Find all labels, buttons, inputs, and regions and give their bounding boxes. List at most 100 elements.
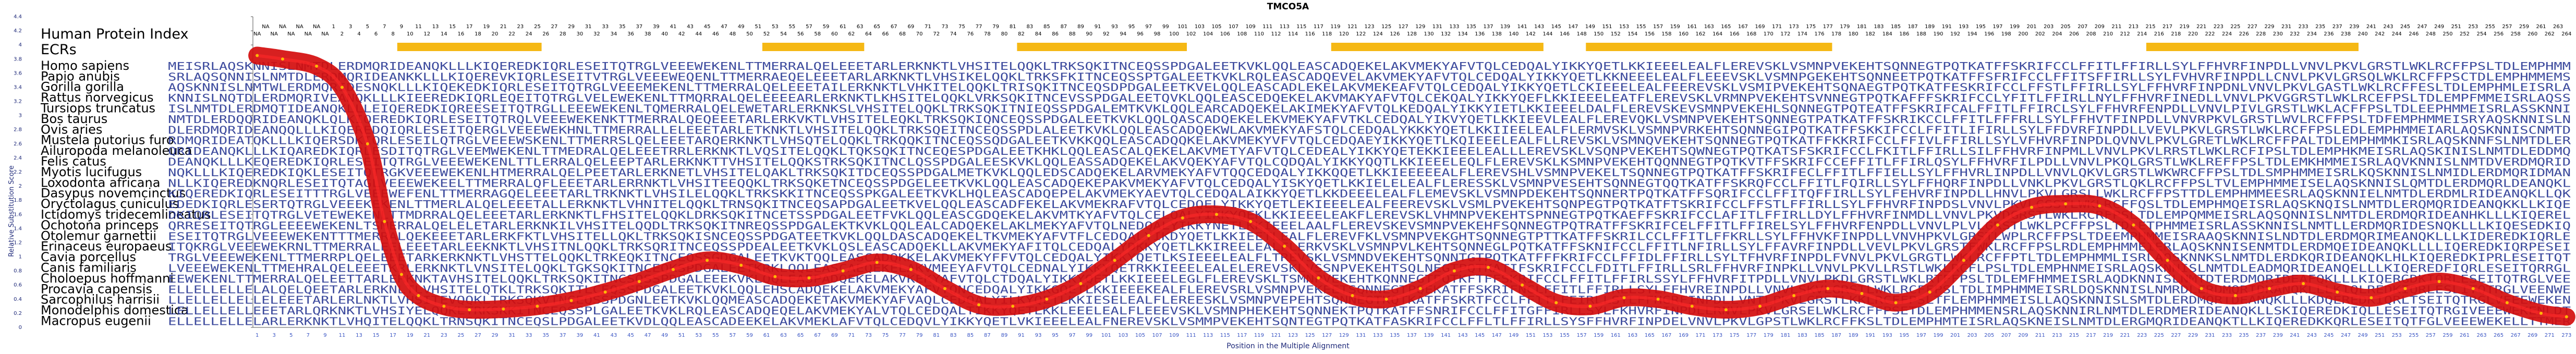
ecr-bar [1017, 43, 1187, 51]
human-index-label: 56 [797, 31, 804, 37]
x-axis-label: Position in the Multiple Alignment [1226, 342, 1350, 350]
human-index-label: 212 [2120, 31, 2130, 37]
human-index-label: 255 [2485, 24, 2495, 30]
data-point [603, 290, 607, 294]
y-tick-label: 3.8 [14, 56, 22, 62]
data-point [1147, 234, 1150, 237]
x-tick-label: 185 [1814, 333, 1824, 338]
alignment-row: SRLAQSQNNISLNMTDLERDMQRIDEANKKLLLKIQEREV… [168, 70, 2571, 83]
x-tick-label: 229 [2188, 333, 2198, 338]
x-tick-label: 153 [1542, 333, 1552, 338]
alignment-row: ISLNMTDLERDMQTIDEANQKLLLEIQEREDKIQREESEI… [168, 103, 2571, 115]
data-point [1011, 304, 1015, 308]
human-index-label: 96 [1137, 31, 1144, 37]
human-index-label: 142 [1526, 31, 1536, 37]
x-tick-label: 83 [950, 333, 957, 338]
human-index-label: 27 [551, 24, 558, 30]
data-point [417, 294, 420, 298]
human-index-label: 151 [1602, 24, 1612, 30]
human-index-label: 12 [423, 31, 430, 37]
x-tick-label: 235 [2239, 333, 2249, 338]
data-point [671, 267, 675, 271]
x-tick-label: 221 [2120, 333, 2130, 338]
y-tick-label: 0.6 [14, 283, 22, 288]
data-point [2267, 287, 2271, 290]
y-tick-label: 3.6 [14, 70, 22, 76]
x-tick-label: 125 [1305, 333, 1315, 338]
human-index-label: 4 [357, 31, 360, 37]
human-index-label: 162 [1696, 31, 1706, 37]
human-index-label: 159 [1670, 24, 1680, 30]
chart-title: TMCO5A [1267, 2, 1309, 12]
data-point [1181, 216, 1184, 220]
x-tick-label: 23 [441, 333, 447, 338]
human-index-label: 229 [2264, 24, 2274, 30]
x-tick-label: 133 [1373, 333, 1383, 338]
data-point [1317, 276, 1320, 280]
x-tick-label: 255 [2409, 333, 2419, 338]
alignment-row: DEANQKLLLKEQEREDKIQRLESEITQTRGLVEEEWEKEN… [168, 156, 2571, 168]
x-tick-label: 139 [1424, 333, 1434, 338]
human-index-label: 197 [1992, 24, 2002, 30]
alignment-row: DLERDMQRIDEANQQLLLKIQEREDQIQRLESEITQERGL… [168, 124, 2571, 136]
x-tick-label: 273 [2561, 333, 2571, 338]
human-index-label: 263 [2553, 24, 2563, 30]
human-index-label: 249 [2434, 24, 2444, 30]
human-index-label: 80 [1001, 31, 1008, 37]
human-index-label: NA [253, 31, 261, 37]
x-tick-label: 7 [307, 333, 310, 338]
human-index-label: 103 [1195, 24, 1205, 30]
data-point [1826, 287, 1830, 290]
human-index-label: 186 [1899, 31, 1909, 37]
data-point [1656, 297, 1660, 301]
x-tick-label: 113 [1203, 333, 1213, 338]
species-label: Erinaceus europaeus [41, 239, 172, 254]
human-index-label: 214 [2137, 31, 2147, 37]
x-tick-label: 209 [2018, 333, 2028, 338]
human-index-label: 66 [882, 31, 889, 37]
x-tick-label: 127 [1322, 333, 1332, 338]
species-label: Tursiops truncatus [40, 101, 155, 116]
human-index-label: 47 [721, 24, 727, 30]
x-tick-label: 75 [882, 333, 889, 338]
human-index-label: 23 [517, 24, 524, 30]
x-tick-label: 211 [2035, 333, 2045, 338]
x-tick-label: 59 [746, 333, 753, 338]
human-index-label: 41 [670, 24, 677, 30]
x-tick-label: 197 [1916, 333, 1926, 338]
alignment-row: NLLKIQEREDKNQRLESEITQTAGLVEEEWEKEELTTMER… [168, 177, 2571, 189]
human-index-label: 54 [780, 31, 787, 37]
human-index-label: NA [287, 31, 295, 37]
alignment-row: NMTDLERDQQRIDEANQKLQLKIQEREDKIQRLESEITQT… [168, 113, 2571, 126]
data-point [2403, 287, 2407, 290]
human-index-label: 257 [2502, 24, 2512, 30]
data-point [2030, 205, 2034, 209]
x-tick-label: 137 [1407, 333, 1417, 338]
human-index-label: 99 [1162, 24, 1169, 30]
human-index-label: 195 [1976, 24, 1986, 30]
human-index-label: 98 [1154, 31, 1161, 37]
human-index-label: 120 [1339, 31, 1349, 37]
human-index-label: 30 [576, 31, 583, 37]
x-tick-label: 179 [1764, 333, 1773, 338]
x-tick-label: 41 [593, 333, 600, 338]
human-index-label: 114 [1288, 31, 1298, 37]
data-point [281, 57, 284, 61]
human-index-label: 201 [2027, 24, 2037, 30]
x-tick-label: 167 [1661, 333, 1671, 338]
x-tick-label: 239 [2273, 333, 2283, 338]
human-index-label: 154 [1627, 31, 1637, 37]
x-tick-label: 13 [356, 333, 362, 338]
human-index-label: 46 [712, 31, 719, 37]
x-tick-label: 109 [1169, 333, 1179, 338]
human-index-label: 138 [1492, 31, 1502, 37]
x-tick-label: 49 [661, 333, 668, 338]
human-index-label: 194 [1967, 31, 1977, 37]
human-index-label: 152 [1611, 31, 1621, 37]
y-axis-ticks: 0 0.2 0.4 0.6 0.8 1 1.2 1.4 1.6 1.8 2 2.2 2.4 2.6 2.8 3… [14, 14, 253, 331]
human-index-label: 3 [349, 24, 352, 30]
human-index-label: 78 [984, 31, 991, 37]
human-index-label: 218 [2171, 31, 2181, 37]
human-index-label: 61 [840, 24, 846, 30]
human-index-label: 171 [1772, 24, 1782, 30]
